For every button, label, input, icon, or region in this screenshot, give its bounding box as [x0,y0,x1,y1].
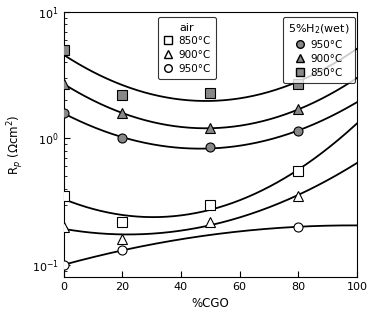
Legend: 950°C, 900°C, 850°C: 950°C, 900°C, 850°C [283,17,355,83]
X-axis label: %CGO: %CGO [191,297,229,310]
Y-axis label: R$_p$ ($\Omega$cm$^2$): R$_p$ ($\Omega$cm$^2$) [6,114,26,175]
